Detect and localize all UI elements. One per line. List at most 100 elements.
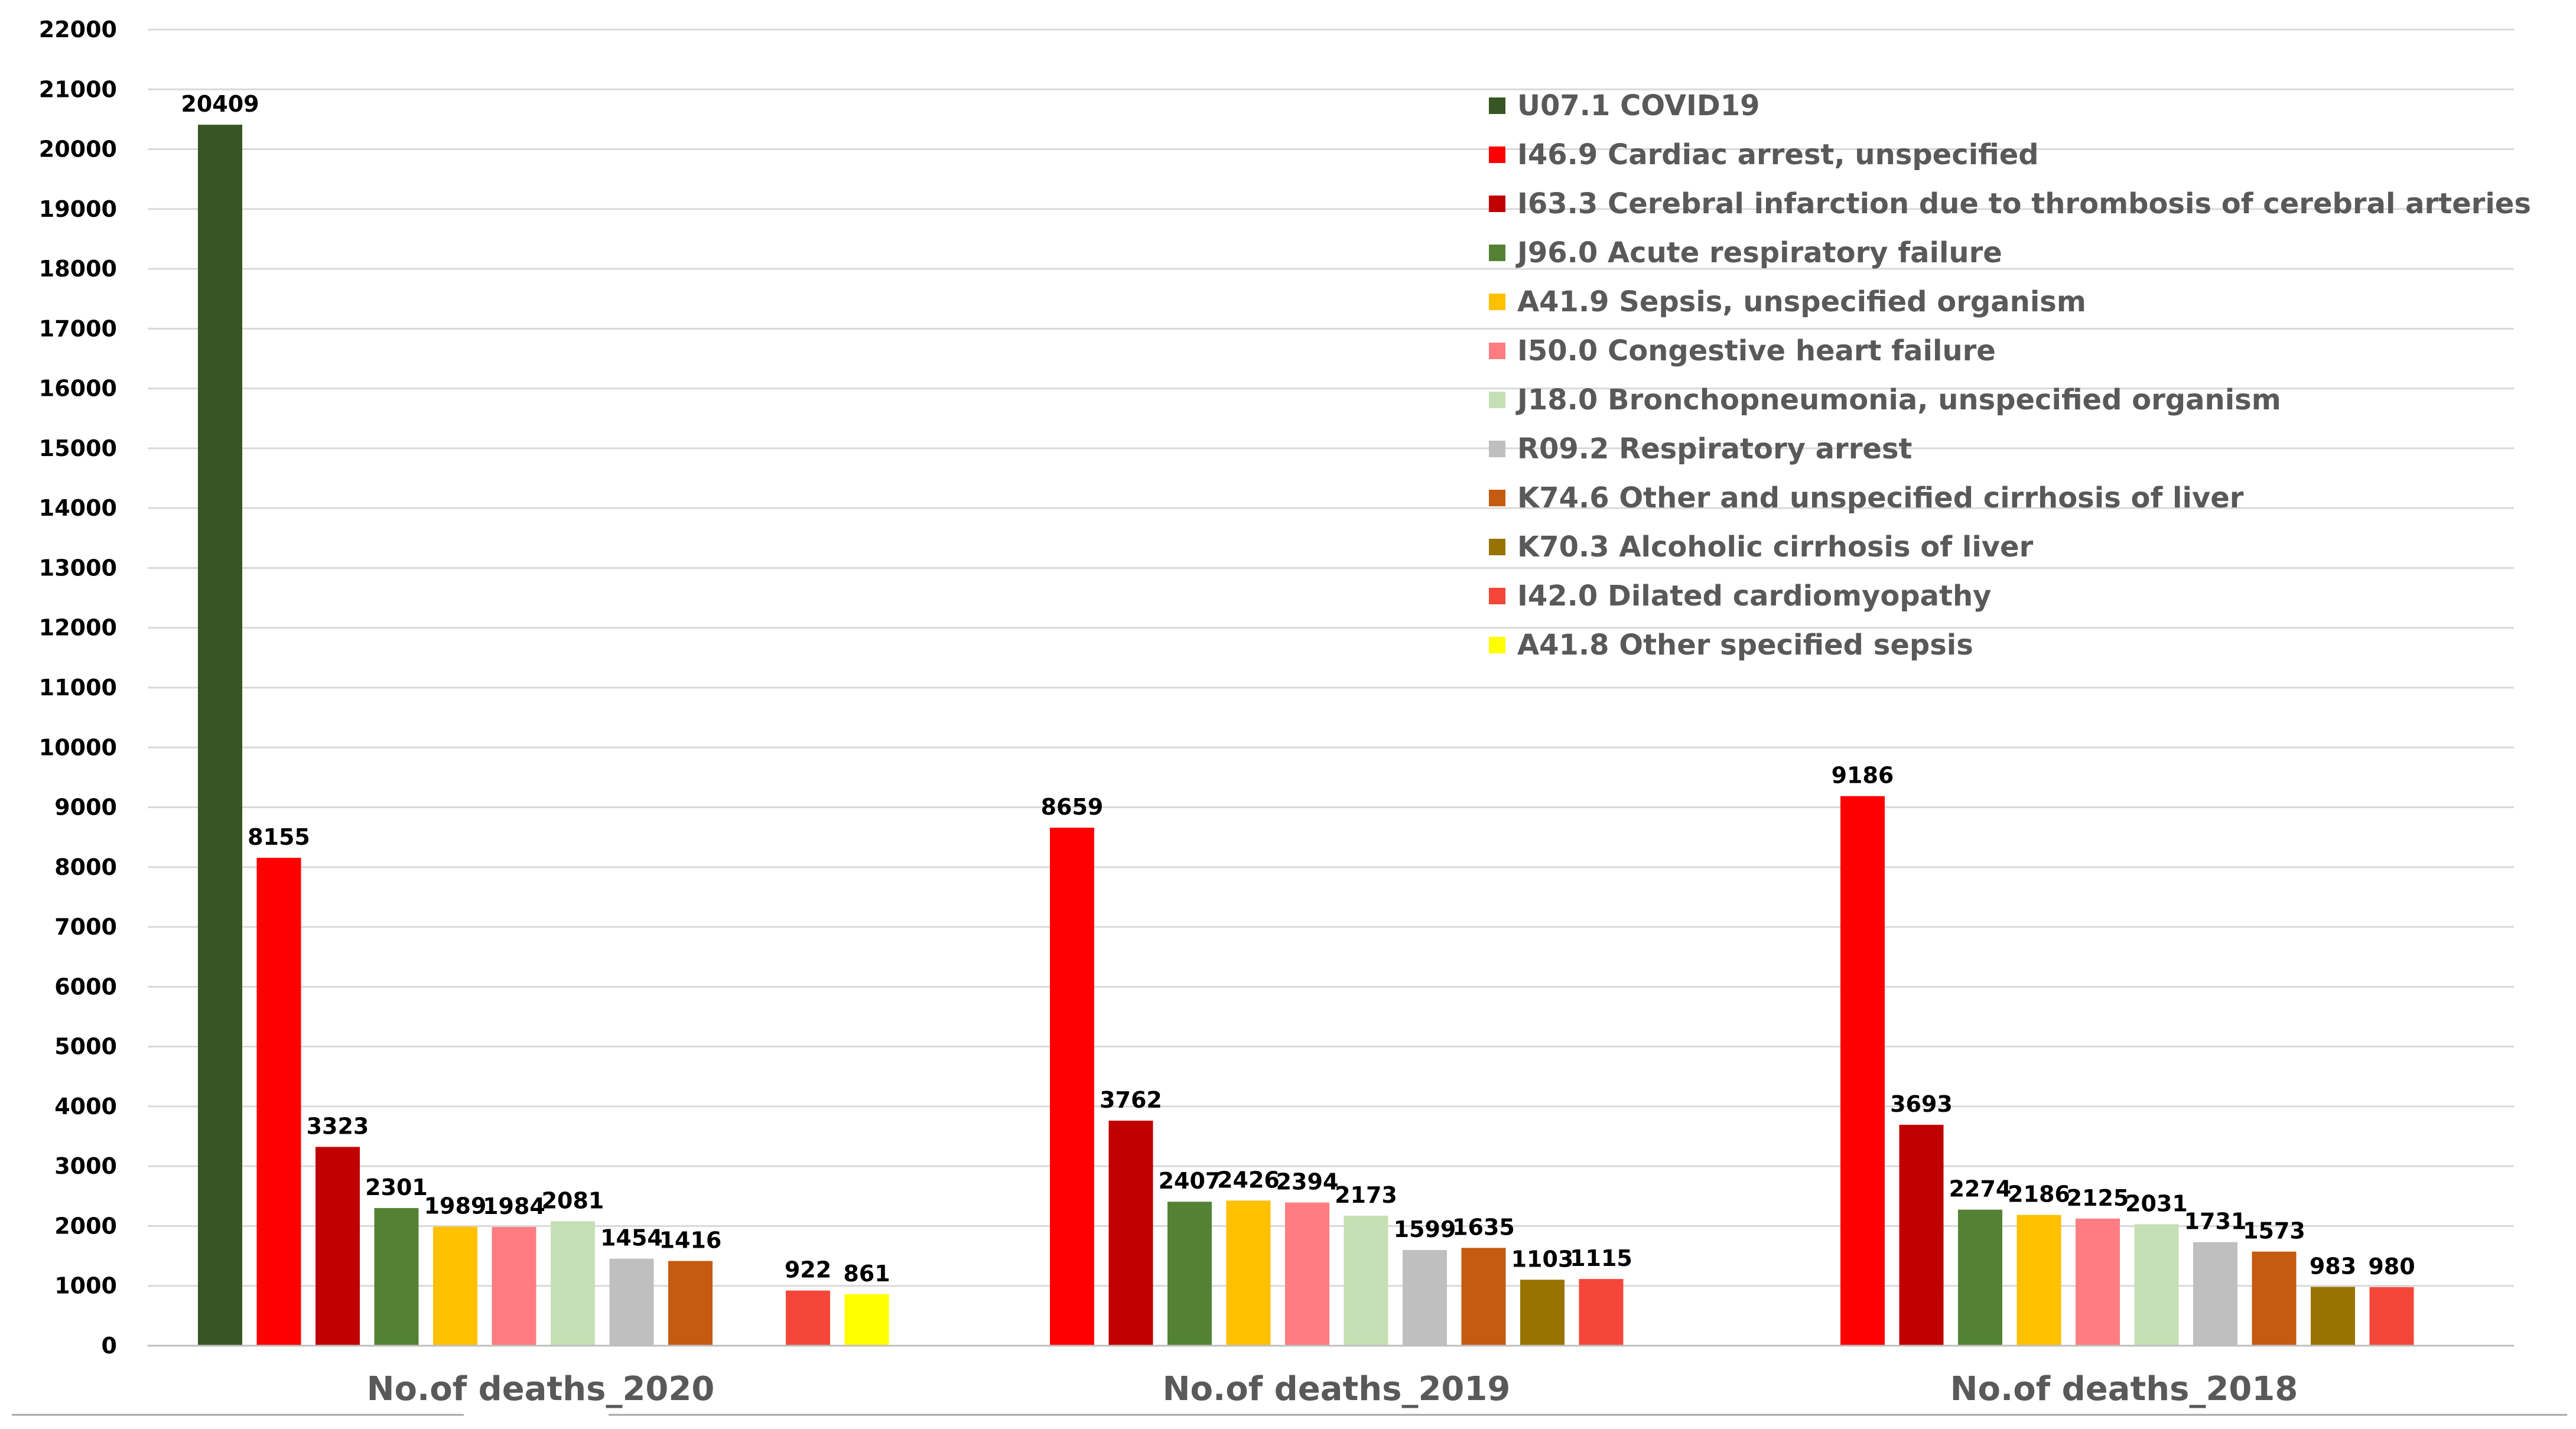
- legend-label: A41.9 Sepsis, unspecified organism: [1517, 285, 2086, 318]
- category-axis: No.of deaths_2020 No.of deaths_2019 No.of …: [12, 1345, 2567, 1416]
- y-tick-label: 12000: [39, 615, 117, 641]
- data-label: 1731: [2184, 1209, 2247, 1235]
- bar: [492, 1227, 536, 1346]
- category-label: No.of deaths_2020: [367, 1370, 715, 1408]
- data-label: 1416: [659, 1228, 722, 1254]
- bar: [1403, 1250, 1447, 1346]
- data-label: 1103: [1511, 1246, 1574, 1272]
- legend-label: R09.2 Respiratory arrest: [1517, 432, 1912, 466]
- category-label: No.of deaths_2018: [1950, 1370, 2298, 1408]
- bar: [609, 1258, 654, 1346]
- data-label: 1599: [1394, 1216, 1456, 1242]
- data-label: 2426: [1217, 1167, 1280, 1193]
- bar: [1167, 1202, 1212, 1346]
- legend-swatch: [1489, 637, 1505, 653]
- data-label: 3693: [1890, 1091, 1953, 1117]
- bar: [1958, 1209, 2002, 1346]
- y-tick-label: 18000: [39, 256, 117, 282]
- data-label: 2186: [2008, 1181, 2070, 1207]
- bar: [2252, 1251, 2297, 1346]
- data-label: 2125: [2067, 1185, 2129, 1211]
- data-label: 983: [2310, 1253, 2356, 1279]
- bar: [433, 1226, 477, 1346]
- data-label: 1984: [483, 1193, 545, 1219]
- bar: [316, 1147, 360, 1346]
- data-label: 8155: [248, 824, 310, 850]
- data-label: 861: [843, 1261, 890, 1287]
- bar: [2134, 1224, 2179, 1346]
- bar: [1108, 1121, 1153, 1346]
- y-tick-label: 10000: [39, 734, 117, 760]
- data-label: 20409: [181, 91, 259, 117]
- data-label: 3762: [1100, 1087, 1162, 1113]
- category-label: No.of deaths_2019: [1163, 1370, 1511, 1408]
- data-label: 2081: [542, 1187, 604, 1213]
- bar: [198, 125, 242, 1346]
- data-label: 922: [785, 1257, 831, 1283]
- legend-swatch: [1489, 147, 1505, 163]
- data-label: 2274: [1949, 1176, 2012, 1202]
- y-tick-label: 4000: [54, 1093, 117, 1119]
- bar: [2193, 1242, 2237, 1346]
- bar: [374, 1207, 419, 1346]
- data-label: 1573: [2243, 1218, 2305, 1244]
- legend-swatch: [1489, 588, 1505, 604]
- y-tick-label: 15000: [39, 435, 117, 461]
- legend-label: I63.3 Cerebral infarction due to thrombo…: [1517, 187, 2531, 220]
- data-labels: 20409 8155 8659 9186 3323 3762 3693 2301 2407 227…: [181, 91, 2415, 1287]
- bar: [551, 1221, 595, 1346]
- bar: [1050, 828, 1094, 1346]
- data-label: 1989: [424, 1193, 487, 1219]
- legend-swatch: [1489, 97, 1505, 114]
- y-axis-ticks: 0 1000 2000 3000 4000 5000 6000 7000 8000 9000 100…: [39, 17, 117, 1359]
- legend-label: J96.0 Acute respiratory failure: [1515, 236, 2002, 269]
- data-label: 1115: [1570, 1245, 1632, 1271]
- bars: [198, 125, 2414, 1346]
- y-tick-label: 16000: [39, 376, 117, 402]
- y-tick-label: 2000: [54, 1213, 117, 1239]
- y-tick-label: 14000: [39, 495, 117, 521]
- y-tick-label: 22000: [39, 17, 117, 43]
- bar: [256, 858, 301, 1346]
- legend-label: I42.0 Dilated cardiomyopathy: [1517, 580, 1991, 613]
- y-tick-label: 6000: [54, 974, 117, 1000]
- bar: [786, 1290, 830, 1346]
- bar: [2369, 1287, 2414, 1346]
- y-tick-label: 8000: [54, 854, 117, 880]
- legend-swatch: [1489, 490, 1505, 506]
- data-label: 1454: [600, 1225, 663, 1251]
- legend-swatch: [1489, 245, 1505, 261]
- data-label: 8659: [1041, 794, 1104, 820]
- bar: [1461, 1248, 1506, 1346]
- legend-label: A41.8 Other specified sepsis: [1517, 629, 1973, 662]
- y-tick-label: 17000: [39, 315, 117, 341]
- legend-label: U07.1 COVID19: [1517, 89, 1760, 122]
- data-label: 2173: [1335, 1182, 1397, 1208]
- data-label: 2407: [1159, 1168, 1221, 1194]
- legend-swatch: [1489, 294, 1505, 310]
- y-tick-label: 9000: [54, 795, 117, 821]
- legend-label: I46.9 Cardiac arrest, unspecified: [1517, 138, 2039, 171]
- bar: [1899, 1124, 1944, 1346]
- data-label: 2301: [365, 1174, 428, 1200]
- y-tick-label: 5000: [54, 1034, 117, 1060]
- y-tick-label: 0: [102, 1333, 117, 1359]
- bar: [1520, 1280, 1565, 1346]
- y-tick-label: 19000: [39, 196, 117, 222]
- legend-swatch: [1489, 392, 1505, 408]
- legend: U07.1 COVID19 I46.9 Cardiac arrest, unspe…: [1489, 89, 2531, 662]
- y-tick-label: 1000: [54, 1273, 117, 1299]
- legend-label: K70.3 Alcoholic cirrhosis of liver: [1517, 530, 2034, 564]
- bar: [2016, 1215, 2061, 1346]
- legend-label: I50.0 Congestive heart failure: [1517, 334, 1996, 367]
- bar: [844, 1294, 889, 1346]
- data-label: 2394: [1276, 1169, 1339, 1195]
- y-tick-label: 3000: [54, 1153, 117, 1179]
- bar: [2076, 1218, 2120, 1346]
- bar: [2311, 1287, 2355, 1346]
- data-label: 3323: [307, 1113, 369, 1139]
- data-label: 2031: [2125, 1190, 2188, 1216]
- y-tick-label: 13000: [39, 555, 117, 581]
- bar: [1344, 1215, 1388, 1346]
